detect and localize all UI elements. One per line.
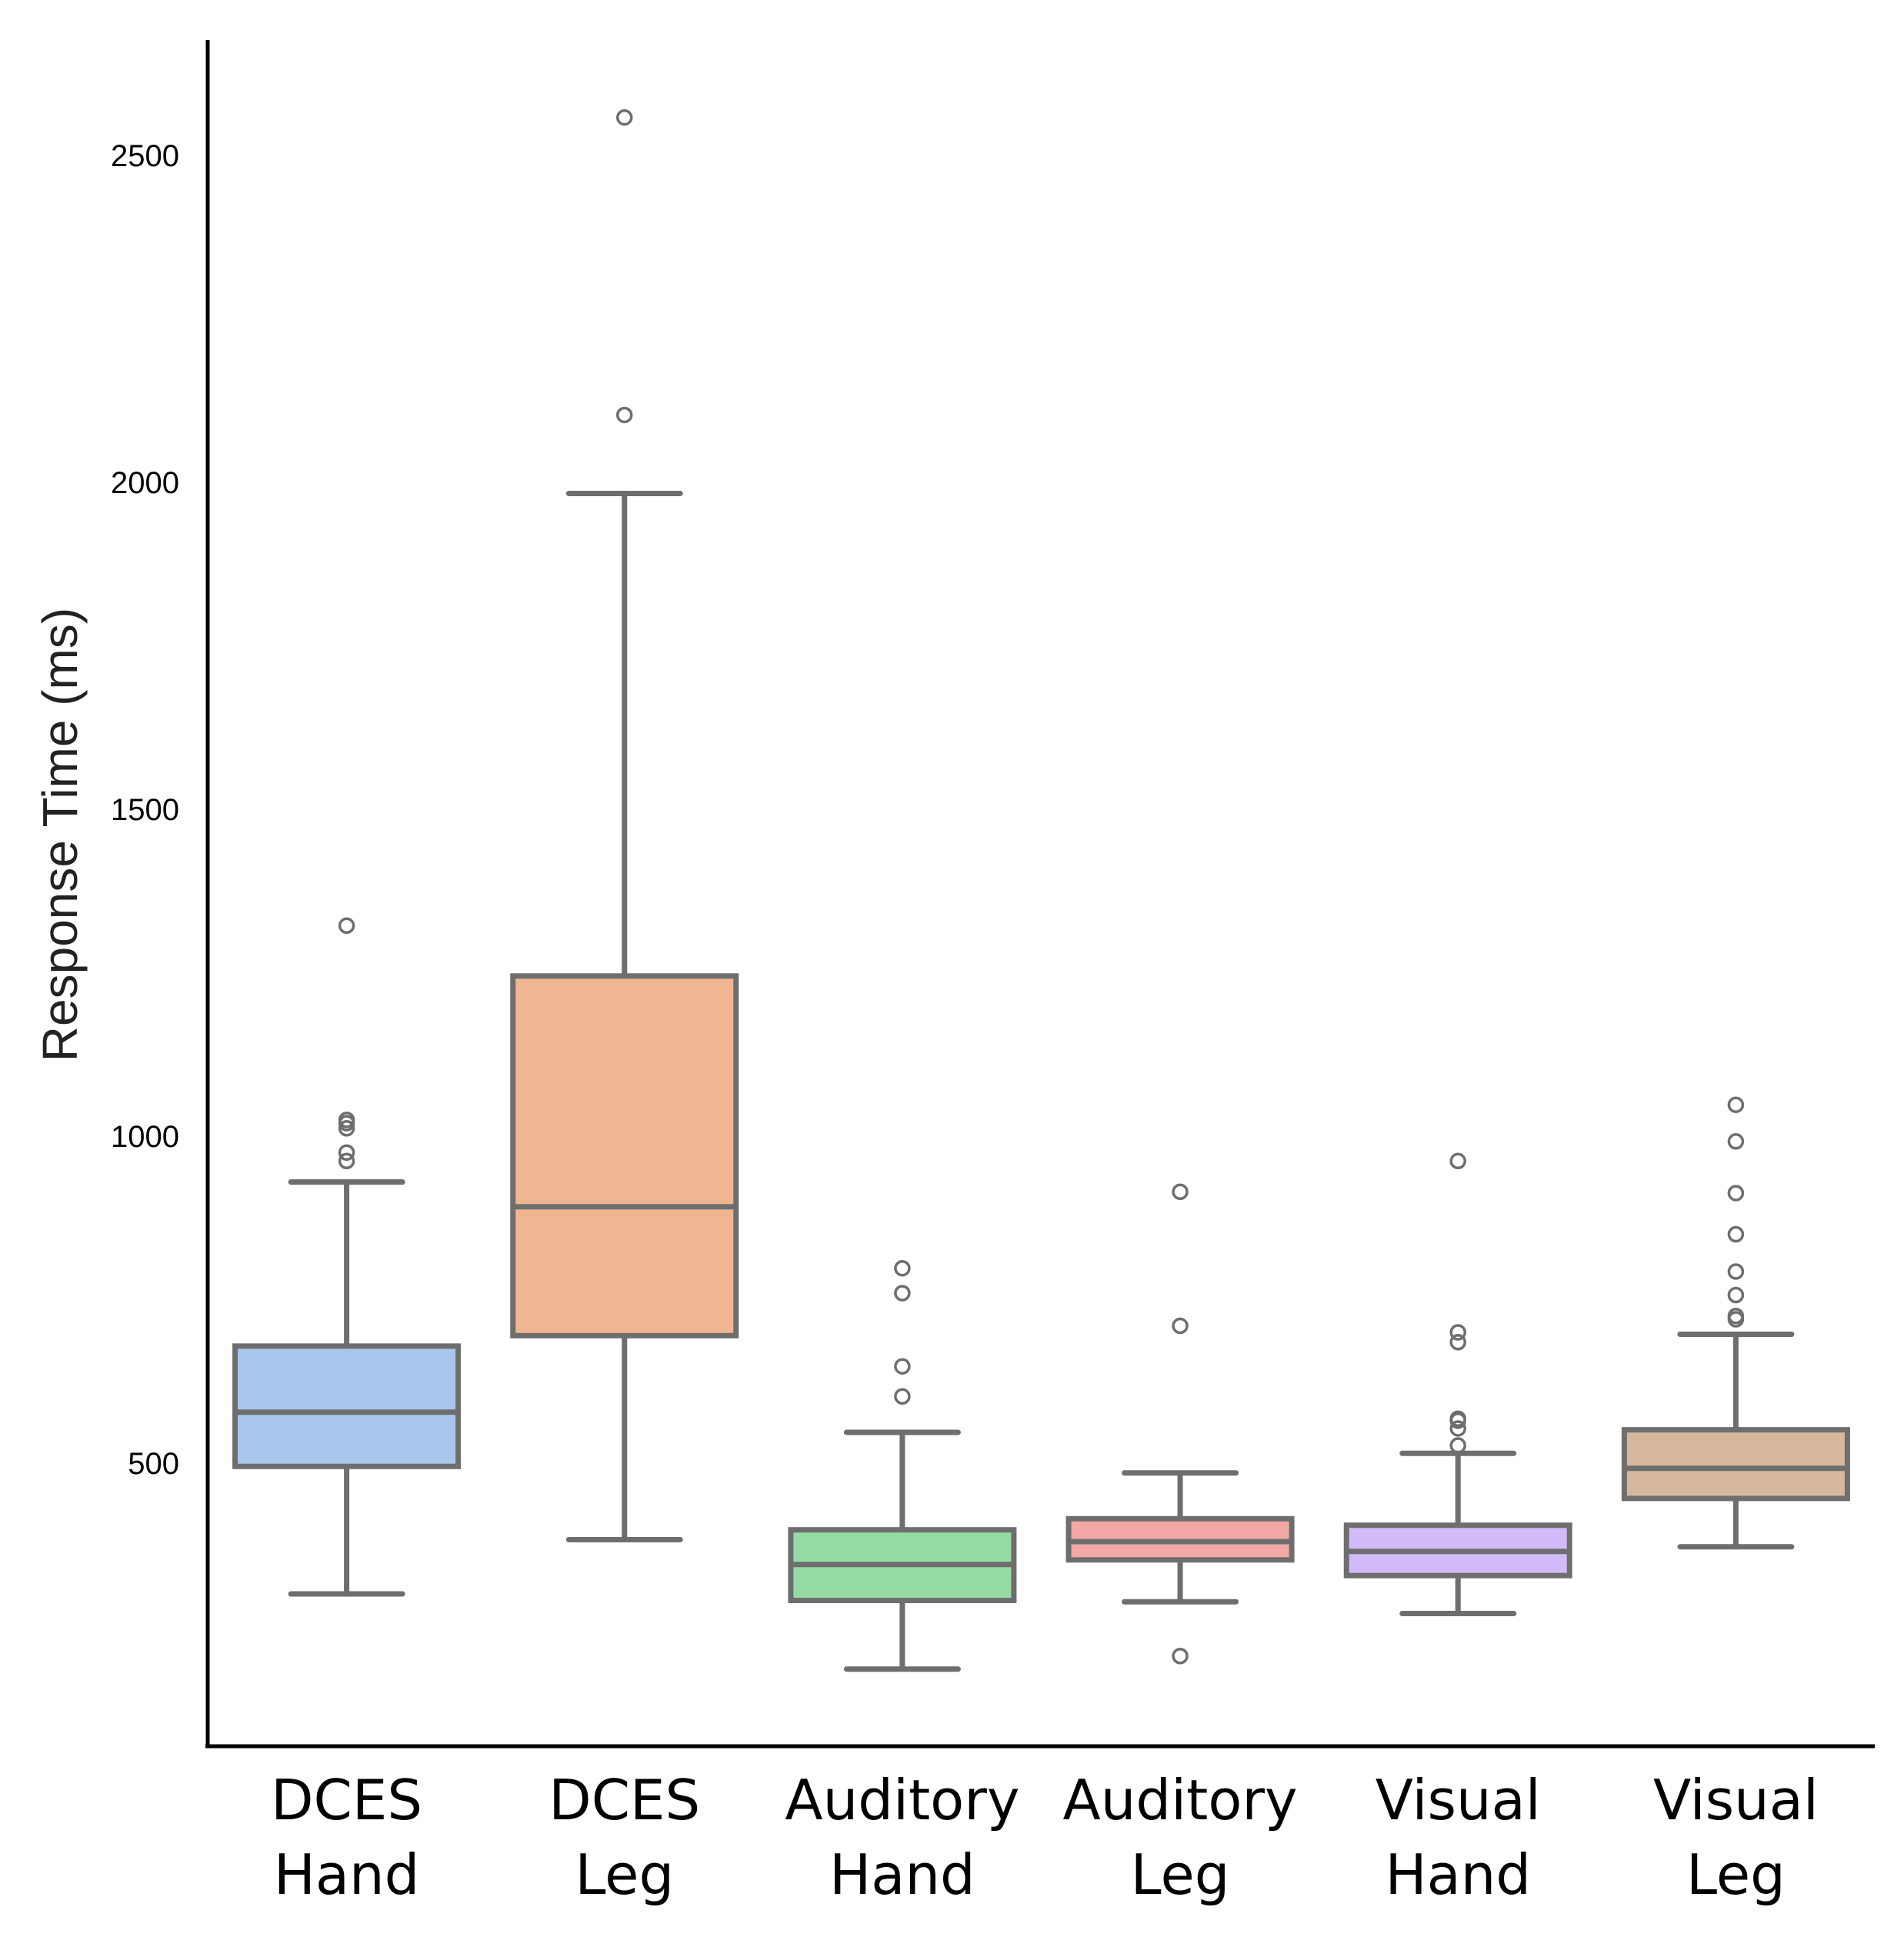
x-tick-label-line2-auditory-hand: Hand [829, 1842, 975, 1907]
outlier-point-visual-leg [1727, 1185, 1745, 1202]
box-group-dces-leg [510, 108, 739, 1542]
outlier-point-visual-hand [1449, 1324, 1466, 1341]
x-tick-label-line2-visual-hand: Hand [1385, 1842, 1531, 1907]
box-iqr-dces-hand [232, 1343, 462, 1469]
x-tick-label-line1-visual-hand: Visual [1375, 1768, 1541, 1832]
outlier-point-dces-hand [338, 917, 355, 935]
outlier-point-auditory-hand [894, 1388, 911, 1405]
x-tick-label-line1-dces-hand: DCES [271, 1768, 422, 1832]
x-tick-label-line1-auditory-hand: Auditory [785, 1768, 1019, 1832]
outlier-point-auditory-leg [1172, 1648, 1189, 1665]
outlier-point-auditory-hand [894, 1259, 911, 1277]
box-group-auditory-hand [788, 1259, 1017, 1672]
boxes [232, 108, 1850, 1672]
x-tick-label-line2-visual-leg: Leg [1686, 1842, 1786, 1907]
y-ticks: 500 1000 1500 2000 2500 [111, 139, 179, 1481]
outlier-point-visual-leg [1727, 1263, 1745, 1280]
box-group-auditory-leg [1065, 1183, 1295, 1665]
outlier-point-dces-leg [616, 406, 633, 424]
outlier-point-dces-hand [338, 1152, 355, 1170]
outlier-point-dces-leg [616, 108, 633, 126]
y-tick-label-1000: 1000 [111, 1120, 179, 1154]
x-tick-label-line2-auditory-leg: Leg [1131, 1842, 1230, 1907]
x-tick-label-line1-dces-leg: DCES [549, 1768, 700, 1832]
outlier-point-visual-hand [1449, 1437, 1466, 1454]
outlier-point-visual-hand [1449, 1410, 1466, 1427]
outlier-point-auditory-hand [894, 1358, 911, 1375]
axes [205, 40, 1875, 1749]
outlier-point-visual-leg [1727, 1133, 1745, 1150]
outlier-point-visual-leg [1727, 1308, 1745, 1325]
outlier-point-visual-leg [1727, 1286, 1745, 1304]
outlier-point-visual-leg [1727, 1225, 1745, 1243]
outlier-point-dces-hand [338, 1112, 355, 1129]
x-tick-label-line1-visual-leg: Visual [1653, 1768, 1819, 1832]
outlier-point-visual-hand [1449, 1420, 1466, 1437]
x-tick-label-line2-dces-leg: Leg [575, 1842, 674, 1907]
box-iqr-visual-leg [1621, 1427, 1850, 1502]
x-tick-label-line2-dces-hand: Hand [274, 1842, 420, 1907]
outlier-point-dces-hand [338, 1120, 355, 1137]
outlier-point-visual-hand [1449, 1152, 1466, 1170]
outlier-point-auditory-hand [894, 1285, 911, 1302]
x-tick-label-line1-auditory-leg: Auditory [1063, 1768, 1298, 1832]
outlier-point-visual-leg [1727, 1096, 1745, 1113]
y-axis-label: Response Time (ms) [32, 608, 88, 1062]
x-ticks: DCES Hand DCES Leg Auditory Hand Auditory Leg Vi… [271, 1768, 1819, 1907]
y-tick-label-2000: 2000 [111, 466, 179, 500]
box-iqr-dces-leg [510, 973, 739, 1339]
y-tick-label-2500: 2500 [111, 139, 179, 173]
outlier-point-dces-hand [338, 1144, 355, 1161]
box-group-dces-hand [232, 917, 462, 1597]
box-group-visual-leg [1621, 1096, 1850, 1550]
outlier-point-auditory-leg [1172, 1317, 1189, 1335]
y-tick-label-500: 500 [128, 1447, 179, 1481]
box-group-visual-hand [1343, 1152, 1572, 1616]
outlier-point-auditory-leg [1172, 1183, 1189, 1200]
y-tick-label-1500: 1500 [111, 793, 179, 827]
outlier-point-visual-hand [1449, 1334, 1466, 1351]
